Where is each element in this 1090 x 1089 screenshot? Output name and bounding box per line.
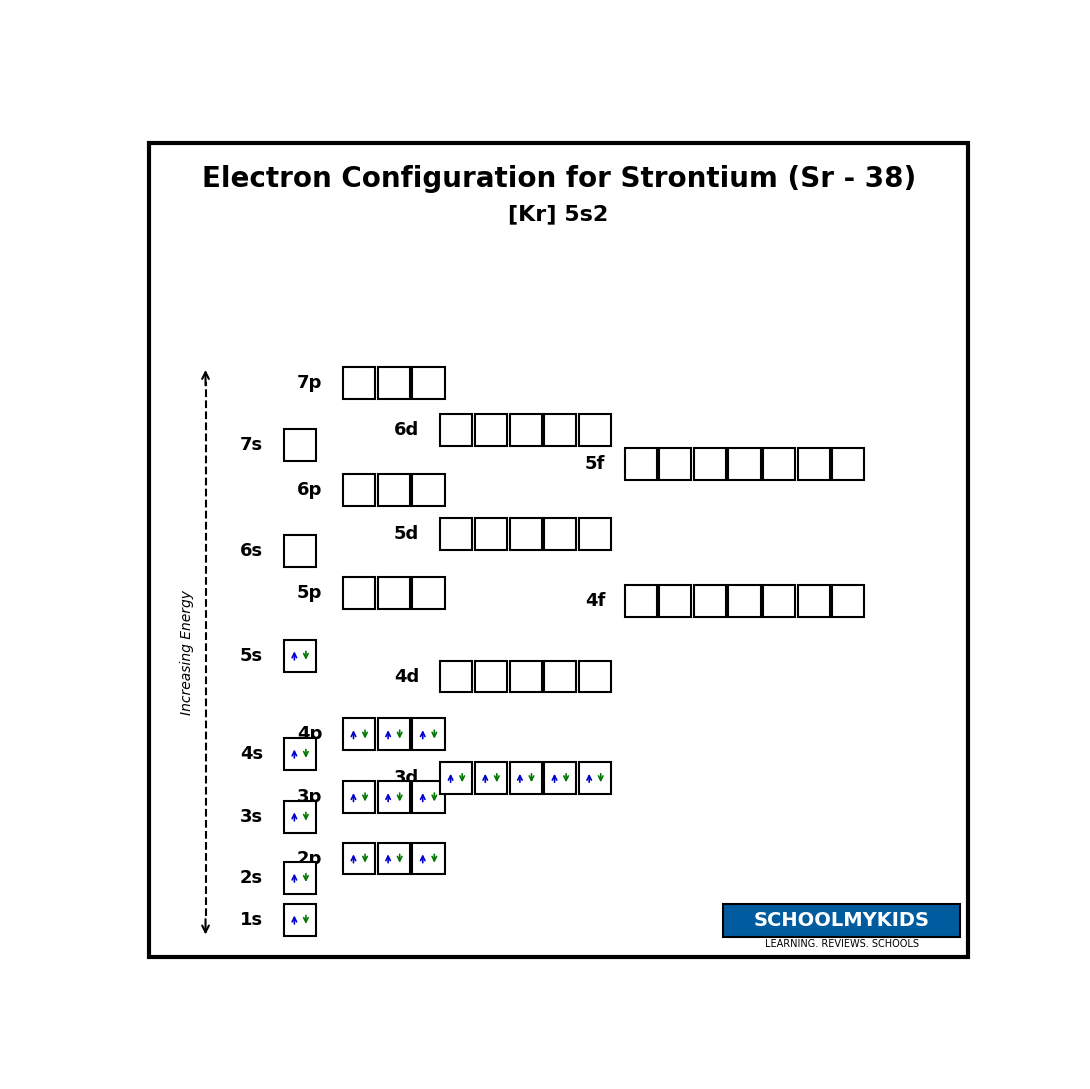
Bar <box>625 449 656 480</box>
Bar <box>284 861 316 894</box>
Text: 3s: 3s <box>240 808 263 825</box>
Bar <box>412 474 445 505</box>
Text: 3p: 3p <box>296 788 323 806</box>
Bar <box>440 518 472 550</box>
Bar <box>475 518 507 550</box>
Text: 7p: 7p <box>296 375 323 392</box>
Bar <box>284 535 316 566</box>
Bar <box>343 782 375 813</box>
Text: 4f: 4f <box>584 592 605 610</box>
Text: 5d: 5d <box>393 525 420 543</box>
Bar <box>510 661 542 693</box>
Bar <box>728 449 761 480</box>
Bar <box>625 585 656 617</box>
Text: 3d: 3d <box>393 769 420 787</box>
Bar <box>440 762 472 794</box>
Bar <box>378 843 410 874</box>
Text: 5s: 5s <box>240 647 263 664</box>
Text: 7s: 7s <box>240 436 263 454</box>
Bar <box>378 719 410 750</box>
Bar <box>579 661 611 693</box>
Bar <box>284 737 316 770</box>
Bar <box>378 474 410 505</box>
Bar <box>724 904 960 938</box>
Bar <box>284 800 316 832</box>
Bar <box>412 843 445 874</box>
Bar <box>475 661 507 693</box>
Bar <box>728 585 761 617</box>
Bar <box>763 449 796 480</box>
Bar <box>579 518 611 550</box>
Bar <box>440 661 472 693</box>
Bar <box>284 904 316 935</box>
Bar <box>343 367 375 399</box>
Bar <box>579 414 611 446</box>
Text: Electron Configuration for Strontium (Sr - 38): Electron Configuration for Strontium (Sr… <box>202 166 916 194</box>
Bar <box>659 449 691 480</box>
Text: LEARNING. REVIEWS. SCHOOLS: LEARNING. REVIEWS. SCHOOLS <box>764 939 919 949</box>
Bar <box>579 762 611 794</box>
Bar <box>412 577 445 609</box>
Bar <box>659 585 691 617</box>
Text: 4s: 4s <box>240 745 263 762</box>
Bar <box>284 429 316 461</box>
Bar <box>343 474 375 505</box>
Bar <box>544 762 577 794</box>
Bar <box>510 414 542 446</box>
Text: SCHOOLMYKIDS: SCHOOLMYKIDS <box>753 911 930 930</box>
Text: 4p: 4p <box>296 725 323 744</box>
Text: 2p: 2p <box>296 849 323 868</box>
Text: [Kr] 5s2: [Kr] 5s2 <box>509 205 608 224</box>
Text: 6p: 6p <box>296 480 323 499</box>
Text: 4d: 4d <box>393 668 420 686</box>
Bar <box>378 782 410 813</box>
Bar <box>378 577 410 609</box>
Bar <box>378 367 410 399</box>
Bar <box>693 585 726 617</box>
Bar <box>440 414 472 446</box>
Bar <box>833 449 864 480</box>
Bar <box>412 367 445 399</box>
Bar <box>544 518 577 550</box>
Text: 6d: 6d <box>393 421 420 439</box>
Bar <box>544 414 577 446</box>
Text: Increasing Energy: Increasing Energy <box>180 590 194 714</box>
Text: 5p: 5p <box>296 584 323 602</box>
Bar <box>510 518 542 550</box>
Bar <box>510 762 542 794</box>
Bar <box>343 577 375 609</box>
Text: 5f: 5f <box>584 455 605 474</box>
Bar <box>343 843 375 874</box>
Bar <box>798 449 829 480</box>
Bar <box>475 414 507 446</box>
Bar <box>412 719 445 750</box>
Text: 2s: 2s <box>240 869 263 886</box>
Bar <box>544 661 577 693</box>
Bar <box>693 449 726 480</box>
Bar <box>284 639 316 672</box>
Bar <box>798 585 829 617</box>
Text: 6s: 6s <box>240 542 263 560</box>
Bar <box>343 719 375 750</box>
Bar <box>475 762 507 794</box>
Bar <box>412 782 445 813</box>
Text: 1s: 1s <box>240 910 263 929</box>
Bar <box>833 585 864 617</box>
Bar <box>763 585 796 617</box>
